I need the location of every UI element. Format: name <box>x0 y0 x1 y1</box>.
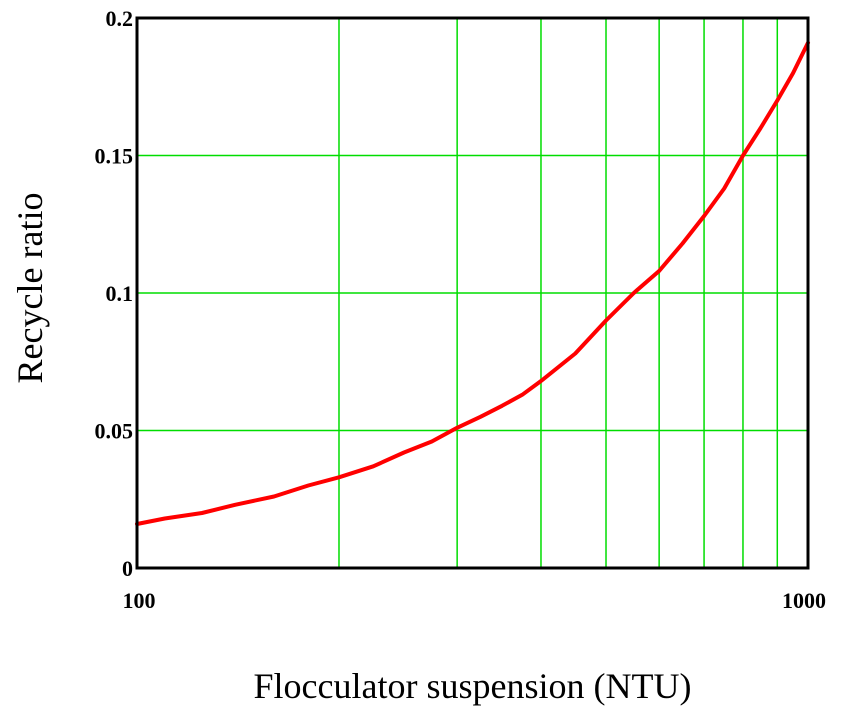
y-tick-label: 0.15 <box>95 144 134 169</box>
series-line <box>135 40 810 526</box>
y-tick-label: 0.2 <box>106 6 134 31</box>
x-tick-label: 1000 <box>782 588 826 613</box>
y-tick-label: 0.1 <box>106 281 134 306</box>
tick-layer: 0 0.05 0.1 0.15 0.2 100 1000 <box>95 6 827 613</box>
series-layer <box>135 40 810 526</box>
grid-layer <box>137 18 808 568</box>
y-axis-title: Recycle ratio <box>10 193 50 384</box>
x-tick-label: 100 <box>123 588 156 613</box>
y-tick-label: 0 <box>122 556 133 581</box>
y-tick-label: 0.05 <box>95 419 134 444</box>
x-axis-title: Flocculator suspension (NTU) <box>254 666 692 706</box>
plot-frame <box>135 16 810 570</box>
